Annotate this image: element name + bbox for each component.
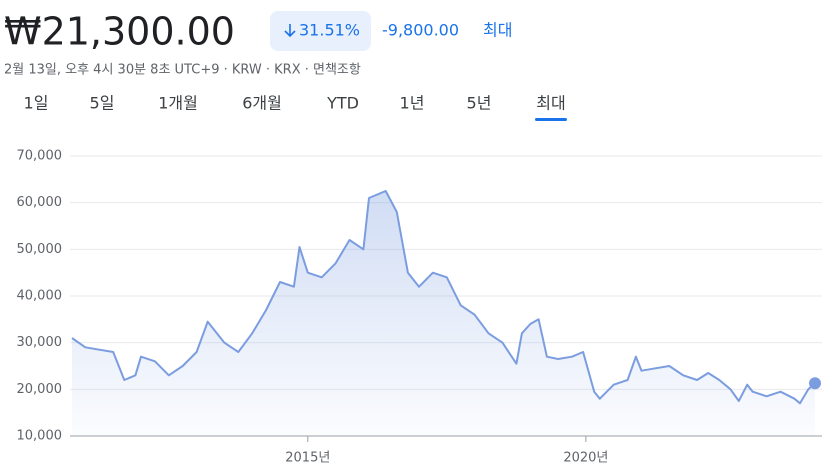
time-range-tab[interactable]: YTD <box>326 94 359 113</box>
price: ₩21,300.00 <box>4 10 235 54</box>
price-line <box>71 190 816 405</box>
y-tick-label: 70,000 <box>17 149 63 164</box>
active-tab-underline <box>535 118 567 121</box>
y-tick-label: 10,000 <box>17 429 63 444</box>
y-tick-label: 20,000 <box>17 382 63 397</box>
y-tick-label: 30,000 <box>17 335 63 350</box>
change-amount: -9,800.00 <box>382 21 459 40</box>
time-range-tab[interactable]: 5년 <box>467 94 492 113</box>
meta: 2월 13일, 오후 4시 30분 8초 UTC+9 · KRW · KRX ·… <box>4 63 361 78</box>
change-badge <box>270 11 371 51</box>
time-range-tab[interactable]: 1일 <box>24 94 49 113</box>
x-tick-label: 2020년 <box>563 451 608 466</box>
y-tick-label: 60,000 <box>17 195 63 210</box>
x-tick-label: 2015년 <box>285 451 330 466</box>
change-period: 최대 <box>483 21 512 40</box>
y-tick-label: 50,000 <box>17 242 63 257</box>
last-point <box>809 377 821 390</box>
price-area <box>72 191 815 436</box>
time-range-tab[interactable]: 1년 <box>400 94 425 113</box>
time-range-tab[interactable]: 1개월 <box>158 94 198 113</box>
time-range-tab[interactable]: 5일 <box>90 94 115 113</box>
time-range-tab[interactable]: 6개월 <box>242 94 282 113</box>
time-range-tab[interactable]: 최대 <box>536 94 565 113</box>
y-tick-label: 40,000 <box>17 289 63 304</box>
change-percent: 31.51% <box>299 21 360 40</box>
down-arrow <box>284 24 296 38</box>
